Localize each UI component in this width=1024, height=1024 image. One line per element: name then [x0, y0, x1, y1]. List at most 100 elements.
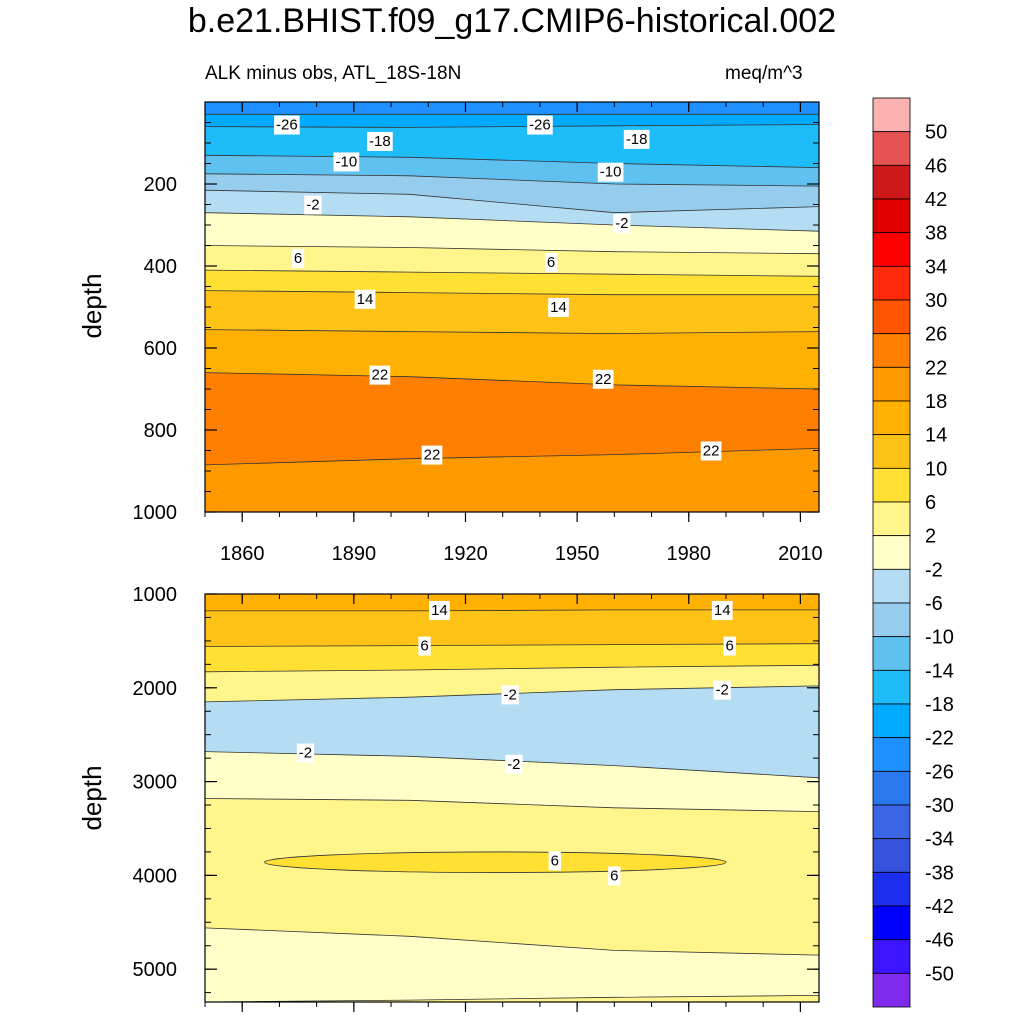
y-tick-label: 200: [144, 174, 177, 196]
colorbar-label: 6: [925, 492, 936, 514]
contour-label: 6: [294, 250, 302, 267]
contour-label-box: [421, 445, 443, 465]
colorbar-label: 34: [925, 256, 947, 278]
contour-label-box: [613, 213, 631, 233]
contour-label: -18: [369, 133, 391, 150]
contour-band: [205, 798, 819, 956]
colorbar-swatch: [872, 434, 911, 469]
y-tick-label: 800: [144, 420, 177, 442]
contour-band: [205, 270, 819, 295]
chart-subtitle: ALK minus obs, ATL_18S-18N: [205, 63, 462, 84]
colorbar-swatch: [872, 333, 911, 368]
colorbar-swatch: [872, 905, 911, 941]
contour-line: [205, 372, 819, 390]
x-tick-label: 1950: [555, 543, 600, 565]
lower-depth-panel: 14 14 6 6 -2 -2 -2 -2 6 6 1000 2000 3000 4000 5000: [133, 584, 820, 1012]
contour-label: 6: [547, 254, 555, 271]
contour-band: [205, 173, 819, 213]
colorbar-label: 46: [925, 155, 947, 177]
colorbar-label: 38: [925, 223, 947, 245]
contour-band: [205, 751, 819, 812]
contour-label: -2: [716, 682, 729, 699]
contour-label: -10: [336, 153, 358, 170]
y-tick-label: 5000: [133, 959, 178, 981]
contour-label-box: [711, 600, 733, 620]
contour-label-box: [623, 129, 650, 149]
contour-patch: [264, 851, 727, 873]
colorbar-label: -26: [925, 761, 954, 783]
contour-label-box: [592, 369, 614, 389]
colorbar-label: -38: [925, 862, 954, 884]
contour-label: 14: [431, 602, 448, 619]
contour-band: [205, 609, 819, 647]
contour-line: [205, 245, 819, 255]
contour-label: -26: [529, 117, 551, 134]
contour-label: -26: [276, 117, 298, 134]
contour-band: [205, 290, 819, 334]
contour-line: [205, 290, 819, 296]
contour-label: 6: [726, 638, 734, 655]
contour-label: -2: [299, 745, 312, 762]
contour-band: [205, 448, 819, 512]
contour-label-box: [354, 289, 376, 309]
contour-label: -18: [626, 131, 648, 148]
colorbar-swatch: [872, 939, 911, 974]
contour-label-box: [700, 441, 722, 461]
contour-line: [205, 664, 819, 673]
contour-label: 22: [703, 443, 720, 460]
contour-label-box: [723, 636, 736, 656]
colorbar-label: -22: [925, 728, 954, 750]
y-axis-label: depth: [77, 765, 107, 830]
colorbar-swatch: [872, 568, 911, 604]
colorbar-swatch: [872, 400, 911, 436]
y-tick-label: 1000: [133, 584, 178, 606]
contour-label-box: [713, 680, 731, 700]
contour-label-box: [418, 636, 431, 656]
contour-label-box: [333, 152, 360, 172]
contour-line: [205, 643, 819, 647]
contour-band: [205, 102, 819, 115]
colorbar-label: -46: [925, 930, 954, 952]
colorbar-swatch: [872, 535, 911, 570]
contour-label-box: [304, 195, 322, 215]
y-tick-label: 400: [144, 256, 177, 278]
contour-band: [205, 212, 819, 254]
colorbar-label: -34: [925, 829, 954, 851]
colorbar-label: 30: [925, 290, 947, 312]
chart-title: b.e21.BHIST.f09_g17.CMIP6-historical.002: [187, 2, 837, 40]
contour-label: 14: [714, 602, 731, 619]
colorbar-swatch: [872, 467, 911, 503]
contour-label-box: [296, 743, 315, 763]
contour-label-box: [429, 600, 450, 620]
contour-band: [205, 114, 819, 128]
colorbar-label: -18: [925, 694, 954, 716]
contour-label-box: [548, 851, 561, 871]
contour-label-box: [367, 131, 393, 151]
colorbar-label: -6: [925, 593, 943, 615]
colorbar-swatch: [872, 602, 911, 638]
contour-label-box: [369, 365, 391, 385]
colorbar: 50 46 42 38 34 30 26 22 18 14 10 6 2 -2 -6 -10 -14 -18 -22…: [872, 97, 954, 1008]
x-tick-label: 1860: [220, 543, 265, 565]
contour-label: -2: [306, 197, 319, 214]
colorbar-swatch: [872, 703, 911, 739]
colorbar-label: -30: [925, 795, 954, 817]
colorbar-label: 2: [925, 526, 936, 548]
colorbar-swatch: [872, 737, 911, 772]
contour-label-box: [501, 685, 519, 705]
contour-label: 22: [595, 371, 612, 388]
contour-label: -10: [600, 164, 622, 181]
contour-label: 14: [357, 291, 374, 308]
contour-line: [205, 269, 819, 277]
colorbar-swatch: [872, 97, 911, 133]
colorbar-swatch: [872, 972, 911, 1008]
colorbar-label: 18: [925, 391, 947, 413]
contour-line: [205, 995, 819, 1002]
x-tick-label: 2010: [778, 543, 823, 565]
contour-label: 6: [610, 867, 618, 884]
colorbar-label: 14: [925, 425, 947, 447]
contour-line: [205, 927, 819, 956]
contour-line: [205, 798, 819, 812]
colorbar-swatch: [872, 198, 911, 234]
colorbar-swatch: [872, 636, 911, 671]
